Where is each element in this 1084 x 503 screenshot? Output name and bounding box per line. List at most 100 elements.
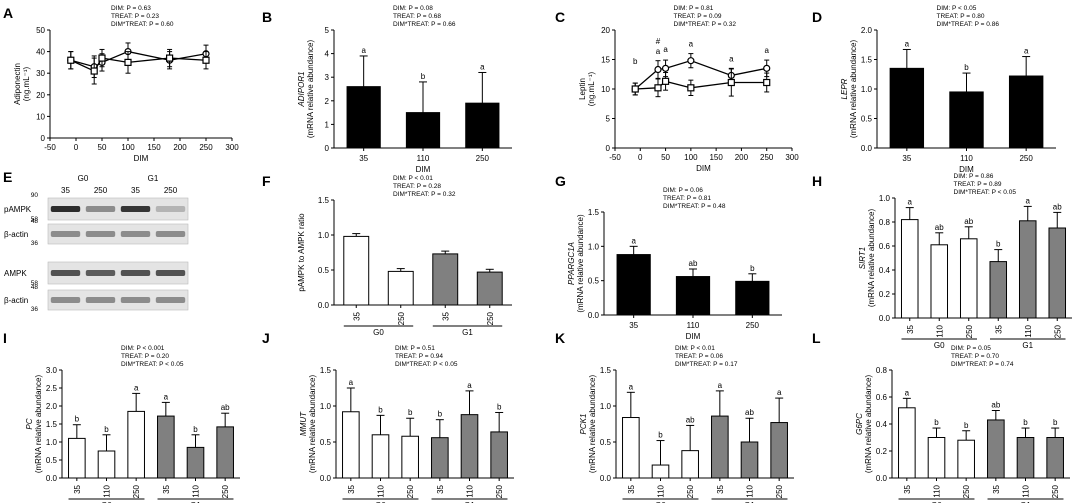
stats-line-K: TREAT: P = 0.06 [675,353,723,360]
point-square-C [727,78,735,87]
bar-F [476,271,503,306]
x-tick-label-I: 35 [73,484,82,493]
stats-line-H: DIM: P = 0.86 [954,173,994,180]
bar-J [490,431,508,479]
x-tick-label-K: 35 [716,484,725,493]
x-tick-label-L: 250 [962,484,971,498]
group-label-L: G0 [931,501,942,503]
y-tick-label-L: 0.8 [876,366,888,375]
y-tick-label-B: 0 [325,144,330,153]
bar-D [889,67,925,149]
significance-letter-J: b [408,408,413,417]
bar-I [68,437,86,479]
y-tick-label-F: 0.0 [318,301,330,310]
blot-mw-marker: 48 [31,218,39,225]
bar-I [157,415,175,479]
significance-letter-J: a [349,378,354,387]
blot-band [120,297,151,303]
stats-line-B: TREAT: P = 0.68 [393,13,441,20]
stats-line-L: TREAT: P = 0.70 [951,353,999,360]
x-tick-label-D: 250 [1019,154,1033,163]
bar-K [711,415,729,479]
y-tick-label-I: 2.0 [46,402,58,411]
x-tick-label-K: 35 [627,484,636,493]
stats-line-I: DIM*TREAT: P < 0.05 [121,361,184,368]
x-tick-label-H: 35 [994,324,1003,333]
y-axis-title-H: SIRT1 [858,247,867,270]
y-tick-label-C: 5 [606,115,611,124]
stats-line-G: TREAT: P = 0.81 [663,195,711,202]
significance-letter-B: a [480,62,485,71]
x-tick-label-C: 300 [785,153,799,162]
panel-label-G: G [555,173,566,189]
blot-mw-marker: 90 [31,192,39,199]
x-tick-label-I: 110 [103,484,112,497]
bar-H [900,219,919,319]
bar-L [927,437,946,479]
significance-letter-H: a [908,198,913,207]
stats-line-H: DIM*TREAT: P < 0.05 [954,189,1017,196]
y-tick-label-A: 0 [41,134,46,143]
x-tick-label-B: 250 [476,154,490,163]
stats-line-F: DIM: P < 0.01 [393,175,433,182]
bar-J [342,411,360,479]
x-tick-label-L: 250 [1051,484,1060,498]
series-line-A-G0 [70,50,207,68]
y-tick-label-J: 0.0 [320,474,332,483]
panel-label-D: D [812,9,822,25]
significance-letter-I: b [193,425,198,434]
bar-F [387,270,414,306]
significance-letter-I: a [134,383,139,392]
stats-line-G: DIM*TREAT: P = 0.48 [663,203,726,210]
y-axis-title-G: PPARGC1A [567,242,576,285]
x-tick-label-I: 110 [192,484,201,497]
bar-I [186,446,205,479]
bar-H [989,261,1008,319]
point-square-C [661,77,670,85]
bar-K [740,441,759,479]
significance-letter-L: b [934,418,939,427]
stats-line-D: DIM*TREAT: P = 0.86 [937,21,1000,28]
group-label-H: G1 [1022,341,1033,350]
bar-H [1048,227,1067,319]
blot-strip [47,289,189,311]
x-tick-label-I: 250 [221,484,230,498]
x-tick-label-A: 50 [98,143,107,152]
stats-line-L: DIM*TREAT: P = 0.74 [951,361,1014,368]
y-tick-label-D: 1.5 [861,56,873,65]
x-tick-label-G: 250 [746,321,760,330]
significance-letter-L: a [905,388,910,397]
x-axis-title-D: DIM [959,165,974,174]
x-tick-label-H: 35 [906,324,915,333]
group-label-J: G1 [464,501,475,503]
y-tick-label-A: 10 [36,112,45,121]
bar-H [930,244,949,319]
y-tick-label-B: 4 [325,50,330,59]
bar-K [681,450,699,479]
blot-band [155,231,186,237]
bar-B [465,102,500,149]
bar-L [898,407,916,479]
stats-line-A: DIM: P = 0.63 [111,5,151,12]
point-square-C [631,85,639,93]
y-tick-label-B: 3 [325,73,330,82]
y-tick-label-D: 0.0 [861,144,873,153]
x-tick-label-C: 150 [709,153,723,162]
x-tick-label-L: 35 [903,484,912,493]
blot-lane-label: 250 [94,186,108,195]
y-tick-label-B: 1 [325,120,330,129]
group-label-K: G0 [655,501,666,503]
y-tick-label-G: 1.0 [588,242,600,251]
blot-mw-marker: 36 [31,306,39,313]
y-tick-label-C: 20 [601,26,610,35]
bar-J [460,414,479,479]
group-label-K: G1 [744,501,755,503]
blot-band [155,297,186,303]
x-tick-label-L: 110 [933,484,942,497]
bar-J [431,437,449,479]
x-tick-label-L: 110 [1022,484,1031,497]
stats-line-K: DIM*TREAT: P = 0.17 [675,361,738,368]
